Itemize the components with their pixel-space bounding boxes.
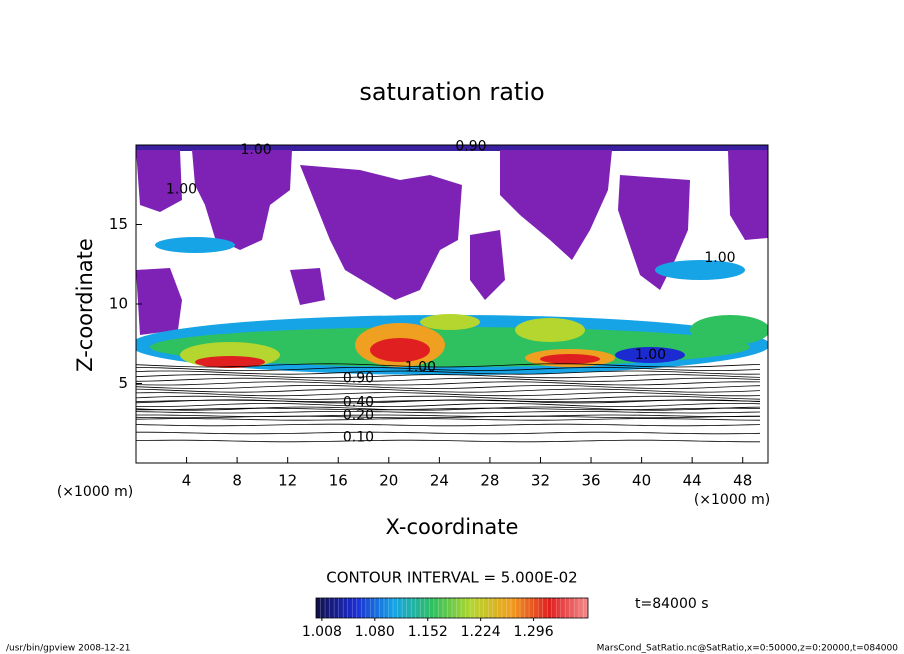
colorbar-tick-label: 1.152 (408, 624, 448, 640)
colorbar-tick-label: 1.296 (514, 624, 554, 640)
contour-line (136, 392, 761, 397)
contour-line (136, 366, 761, 372)
contour-line (136, 395, 761, 400)
contour-line (136, 415, 760, 419)
x-tick-label: 20 (379, 472, 398, 490)
field-region (290, 268, 325, 305)
contour-line (136, 374, 761, 379)
cloud-band (136, 237, 768, 375)
y-tick-label: 5 (118, 374, 128, 392)
field-region (618, 175, 690, 290)
x-tick-label: 32 (531, 472, 550, 490)
contour-line (136, 370, 761, 375)
contour-label: 0.20 (343, 407, 374, 423)
contour-label: 0.40 (343, 395, 374, 411)
contour-line (136, 418, 761, 421)
contour-label: 1.00 (166, 182, 197, 198)
field-region (192, 150, 292, 250)
x-tick-label: 4 (182, 472, 192, 490)
contour-line (136, 402, 761, 408)
field-region (515, 318, 585, 342)
field-region (690, 315, 768, 345)
chart-title: saturation ratio (359, 78, 544, 106)
field-region (470, 230, 505, 300)
contour-line (136, 384, 761, 390)
field-region (420, 314, 480, 330)
contour-line (136, 423, 761, 427)
x-unit-label: (×1000 m) (57, 484, 133, 500)
field-region (195, 356, 265, 368)
contour-line (136, 388, 761, 393)
contour-label: 1.00 (635, 347, 666, 363)
contour-label: 0.10 (343, 430, 374, 446)
contour-line (136, 414, 761, 417)
contour-line (136, 431, 761, 435)
field-region (655, 260, 745, 280)
contour-label: 0.90 (455, 139, 486, 155)
x-tick-label: 40 (632, 472, 651, 490)
x-tick-label: 28 (480, 472, 499, 490)
x-tick-label: 24 (430, 472, 449, 490)
x-unit-label: (×1000 m) (694, 492, 770, 508)
contour-line (136, 439, 760, 443)
contour-line (136, 363, 761, 368)
contour-label: 1.00 (240, 142, 271, 158)
x-tick-label: 44 (683, 472, 702, 490)
colorbar-tick-label: 1.224 (461, 624, 501, 640)
contour-label: 0.90 (343, 371, 374, 387)
colorbar (315, 597, 589, 619)
field-region (728, 150, 768, 240)
field-region (136, 268, 182, 335)
contour-lines (136, 363, 761, 443)
contour-line (136, 377, 761, 382)
field-region (155, 237, 235, 253)
x-tick-label: 36 (581, 472, 600, 490)
field-region (136, 145, 768, 151)
x-tick-label: 16 (329, 472, 348, 490)
x-tick-label: 8 (232, 472, 242, 490)
contour-line (136, 407, 761, 411)
contour-line (136, 381, 761, 386)
field-region (300, 165, 462, 300)
x-tick-label: 48 (733, 472, 752, 490)
field-region (500, 150, 612, 260)
field-region (370, 338, 430, 362)
field (136, 145, 768, 443)
y-tick-label: 15 (109, 215, 128, 233)
field-region (136, 150, 182, 212)
x-tick-label: 12 (278, 472, 297, 490)
field-region (615, 347, 685, 363)
footer-right: MarsCond_SatRatio.nc@SatRatio,x=0:50000,… (597, 644, 899, 654)
contour-line (136, 399, 761, 404)
contour-label: 1.00 (704, 250, 735, 266)
time-label: t=84000 s (635, 596, 709, 612)
contour-label: 1.00 (405, 360, 436, 376)
y-tick-label: 10 (109, 295, 128, 313)
supersaturated-regions (136, 150, 768, 335)
x-axis-title: X-coordinate (386, 515, 519, 539)
footer-left: /usr/bin/gpview 2008-12-21 (6, 644, 130, 654)
y-axis-title: Z-coordinate (73, 238, 97, 372)
contour-interval: CONTOUR INTERVAL = 5.000E-02 (326, 569, 577, 587)
colorbar-tick-label: 1.080 (355, 624, 395, 640)
field-region (540, 354, 600, 364)
contour-line (136, 411, 761, 414)
colorbar-tick-label: 1.008 (302, 624, 342, 640)
contour-line (136, 406, 761, 411)
